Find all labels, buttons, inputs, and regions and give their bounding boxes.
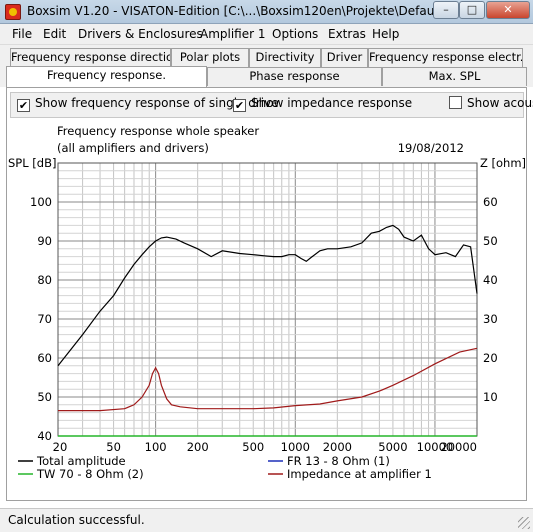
y-tick-label: 60 xyxy=(37,351,52,365)
frequency-response-chart: Frequency response whole speaker (all amp… xyxy=(6,120,527,501)
legend-label-impedance: Impedance at amplifier 1 xyxy=(287,467,432,481)
options-bar xyxy=(10,92,524,118)
menu-amplifier[interactable]: Amplifier 1 xyxy=(200,27,266,41)
menu-drivers-enclosures[interactable]: Drivers & Enclosures xyxy=(78,27,203,41)
x-tick-label: 5000 xyxy=(378,440,407,454)
checkbox-acoustic[interactable]: Show acous xyxy=(449,96,533,114)
app-icon[interactable] xyxy=(5,4,21,20)
tab-polar-plots[interactable]: Polar plots xyxy=(171,48,249,67)
checkbox-impedance-label: Show impedance response xyxy=(251,96,413,110)
window-title: Boxsim V1.20 - VISATON-Edition [C:\...\B… xyxy=(27,4,470,18)
y2-tick-label: 20 xyxy=(483,351,498,365)
y-tick-label: 100 xyxy=(30,195,52,209)
menu-bar: File Edit Drivers & Enclosures Amplifier… xyxy=(0,24,533,45)
y2-tick-label: 60 xyxy=(483,195,498,209)
x-tick-label: 20000 xyxy=(440,440,477,454)
legend-label-total: Total amplitude xyxy=(36,454,126,468)
tab-driver[interactable]: Driver xyxy=(321,48,368,67)
tab-frequency-response-electrical[interactable]: Frequency response electr.. xyxy=(368,48,523,67)
maximize-button[interactable]: □ xyxy=(459,1,485,19)
close-button[interactable]: ✕ xyxy=(486,1,530,19)
y2-tick-label: 30 xyxy=(483,312,498,326)
chart-svg: Frequency response whole speaker (all amp… xyxy=(8,124,526,481)
checkbox-single-drive-box[interactable]: ✔ xyxy=(17,99,30,112)
x-tick-label: 50 xyxy=(106,440,121,454)
tab-directivity[interactable]: Directivity xyxy=(249,48,321,67)
tab-frequency-response[interactable]: Frequency response. xyxy=(6,66,207,88)
y-tick-label: 80 xyxy=(37,273,52,287)
minimize-button[interactable]: – xyxy=(433,1,459,19)
chart-date: 19/08/2012 xyxy=(398,141,464,155)
x-tick-label: 200 xyxy=(187,440,209,454)
y2-axis-label: Z [ohm] xyxy=(480,156,526,170)
y2-tick-label: 10 xyxy=(483,390,498,404)
y-tick-label: 50 xyxy=(37,390,52,404)
title-bar: Boxsim V1.20 - VISATON-Edition [C:\...\B… xyxy=(0,0,533,24)
menu-help[interactable]: Help xyxy=(372,27,400,41)
x-tick-label: 100 xyxy=(145,440,167,454)
chart-subtitle: (all amplifiers and drivers) xyxy=(57,141,209,155)
menu-options[interactable]: Options xyxy=(272,27,319,41)
y-tick-label: 70 xyxy=(37,312,52,326)
x-tick-label: 2000 xyxy=(323,440,352,454)
y-axis-label: SPL [dB] xyxy=(8,156,56,170)
tab-max-spl[interactable]: Max. SPL xyxy=(382,67,527,86)
tab-frequency-response-directions[interactable]: Frequency response directions xyxy=(10,48,171,67)
checkbox-acoustic-box[interactable] xyxy=(449,96,462,109)
checkbox-single-drive[interactable]: ✔ Show frequency response of single drive xyxy=(17,96,279,114)
x-tick-label: 1000 xyxy=(281,440,310,454)
legend-label-fr13: FR 13 - 8 Ohm (1) xyxy=(287,454,390,468)
plot-area xyxy=(58,163,477,436)
status-bar: Calculation successful. xyxy=(0,508,533,532)
chart-title: Frequency response whole speaker xyxy=(57,124,259,138)
legend-label-tw70: TW 70 - 8 Ohm (2) xyxy=(36,467,144,481)
y2-tick-label: 50 xyxy=(483,234,498,248)
menu-edit[interactable]: Edit xyxy=(43,27,67,41)
x-tick-label: 500 xyxy=(242,440,264,454)
resize-grip[interactable] xyxy=(518,517,530,529)
tab-strip: Frequency response directions Polar plot… xyxy=(0,45,533,88)
checkbox-impedance-box[interactable]: ✔ xyxy=(233,99,246,112)
checkbox-single-drive-label: Show frequency response of single drive xyxy=(35,96,279,110)
series-line-impedance xyxy=(58,347,478,412)
y-tick-label: 40 xyxy=(37,429,52,443)
status-text: Calculation successful. xyxy=(8,513,145,527)
checkbox-acoustic-label: Show acous xyxy=(467,96,533,110)
y-tick-label: 90 xyxy=(37,234,52,248)
x-tick-label: 10000 xyxy=(417,440,454,454)
series-line-total xyxy=(57,224,478,367)
menu-extras[interactable]: Extras xyxy=(328,27,366,41)
menu-file[interactable]: File xyxy=(12,27,33,41)
checkbox-impedance[interactable]: ✔ Show impedance response xyxy=(233,96,412,114)
tab-phase-response[interactable]: Phase response xyxy=(207,67,382,86)
y2-tick-label: 40 xyxy=(483,273,498,287)
x-tick-label: 20 xyxy=(53,440,68,454)
